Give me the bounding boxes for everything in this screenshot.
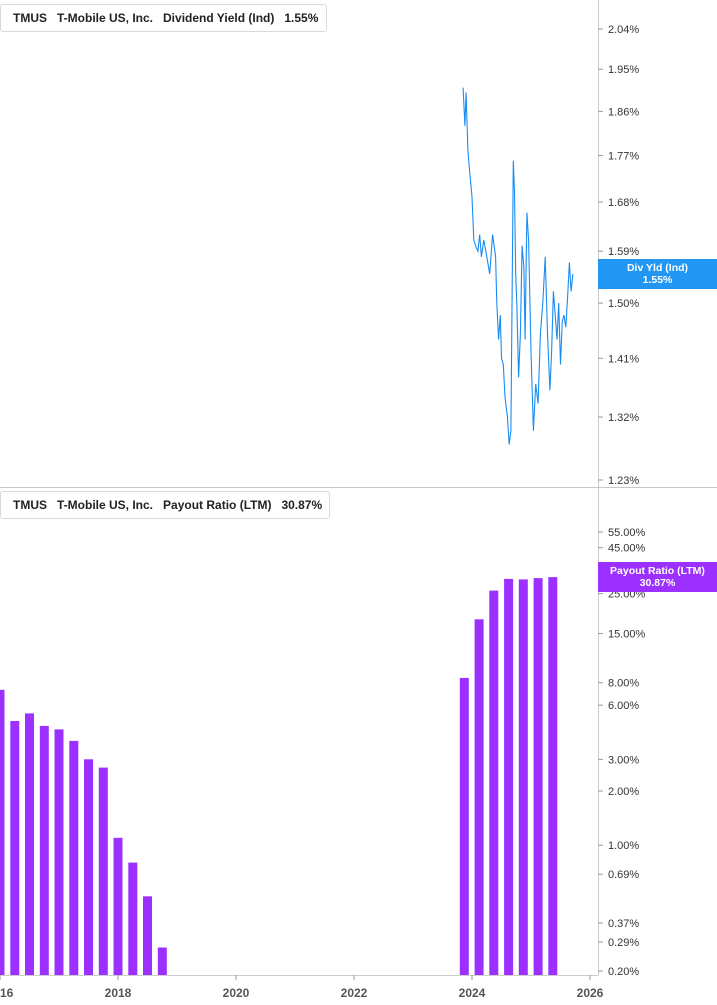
payout-ratio-bar [69, 740, 79, 975]
y-tick-label: 8.00% [608, 678, 639, 690]
y-tick-label: 0.69% [608, 869, 639, 881]
payout-ratio-bars [0, 577, 558, 975]
payout-ratio-bar [548, 577, 558, 975]
y-tick-label: 1.59% [608, 246, 639, 258]
flag-value: 1.55% [642, 274, 673, 286]
payout-ratio-bar [459, 677, 469, 975]
y-tick-label: 1.41% [608, 353, 639, 365]
x-tick-label: 2020 [223, 986, 250, 1000]
y-tick-label: 2.04% [608, 24, 639, 36]
flag-label: Payout Ratio (LTM) [610, 565, 705, 577]
payout-ratio-bar [504, 578, 514, 975]
dividend-yield-value-flag: Div Yld (Ind) 1.55% [598, 259, 717, 289]
x-tick-label: 2022 [341, 986, 368, 1000]
dividend-yield-panel: 2.04% 1.95% 1.86% 1.77% 1.68% 1.59% 1.50% 1.41%… [462, 0, 639, 488]
payout-ratio-bar [474, 619, 484, 975]
y-tick-label: 1.32% [608, 412, 639, 424]
legend-metric: Payout Ratio (LTM) [163, 498, 272, 512]
payout-ratio-bar [98, 767, 108, 975]
payout-ratio-bar [0, 689, 5, 975]
payout-ratio-y-ticks: 55.00%45.00%25.00%15.00%8.00%6.00%3.00%2… [598, 527, 646, 978]
flag-value: 30.87% [639, 577, 676, 589]
flag-label: Div Yld (Ind) [626, 262, 689, 274]
payout-ratio-bar [84, 759, 93, 975]
payout-ratio-bar [113, 837, 123, 975]
payout-ratio-bar [128, 862, 138, 975]
y-tick-label: 1.68% [608, 197, 639, 209]
legend-metric: Dividend Yield (Ind) [163, 11, 275, 25]
payout-ratio-bar [39, 725, 49, 975]
payout-ratio-bar [489, 590, 499, 975]
y-tick-label: 45.00% [608, 543, 646, 555]
payout-ratio-panel: 55.00%45.00%25.00%15.00%8.00%6.00%3.00%2… [0, 488, 646, 978]
legend-ticker: TMUS [13, 498, 47, 512]
payout-ratio-legend[interactable]: TMUS T-Mobile US, Inc. Payout Ratio (LTM… [0, 491, 330, 519]
payout-ratio-value-flag: Payout Ratio (LTM) 30.87% [598, 562, 717, 592]
x-axis-ticks: 16 2018 2020 2022 2024 2026 [0, 975, 604, 1000]
y-tick-label: 0.29% [608, 937, 639, 949]
payout-ratio-bar [10, 721, 20, 975]
dividend-yield-y-ticks: 2.04% 1.95% 1.86% 1.77% 1.68% 1.59% 1.50% 1.41%… [598, 24, 639, 487]
payout-ratio-bar [518, 579, 528, 975]
y-tick-label: 55.00% [608, 527, 646, 539]
y-tick-label: 3.00% [608, 754, 639, 766]
y-tick-label: 6.00% [608, 700, 639, 712]
legend-company: T-Mobile US, Inc. [57, 498, 154, 512]
y-tick-label: 0.37% [608, 918, 639, 930]
dividend-yield-line [462, 87, 574, 445]
x-tick-label: 16 [0, 986, 14, 1000]
y-tick-label: 1.23% [608, 475, 639, 487]
y-tick-label: 1.86% [608, 106, 639, 118]
payout-ratio-bar [157, 947, 167, 975]
x-tick-label: 2024 [459, 986, 486, 1000]
legend-company: T-Mobile US, Inc. [57, 11, 154, 25]
payout-ratio-bar [25, 713, 34, 975]
legend-value: 30.87% [281, 498, 323, 512]
x-tick-label: 2026 [577, 986, 604, 1000]
x-tick-label: 2018 [105, 986, 132, 1000]
legend-ticker: TMUS [13, 11, 47, 25]
legend-value: 1.55% [284, 11, 319, 25]
y-tick-label: 15.00% [608, 629, 646, 641]
y-tick-label: 1.00% [608, 840, 639, 852]
y-tick-label: 2.00% [608, 786, 639, 798]
payout-ratio-bar [143, 896, 152, 975]
y-tick-label: 1.50% [608, 298, 639, 310]
y-tick-label: 1.77% [608, 151, 639, 163]
y-tick-label: 1.95% [608, 64, 639, 76]
payout-ratio-bar [54, 729, 64, 975]
dividend-yield-legend[interactable]: TMUS T-Mobile US, Inc. Dividend Yield (I… [0, 4, 327, 32]
payout-ratio-bar [533, 578, 543, 975]
y-tick-label: 0.20% [608, 966, 639, 978]
